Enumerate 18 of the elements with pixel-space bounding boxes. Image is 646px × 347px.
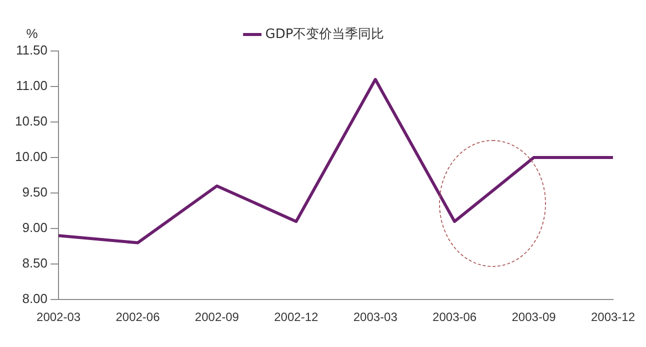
y-tick-label: 11.00	[16, 78, 48, 94]
x-tick-label: 2002-06	[116, 310, 160, 324]
x-tick-label: 2002-03	[36, 310, 81, 324]
legend-label: GDP不变价当季同比	[265, 26, 384, 42]
y-tick-label: 9.00	[22, 220, 48, 236]
y-tick-label: 10.00	[14, 149, 48, 164]
x-tick-label: 2002-12	[274, 310, 318, 324]
x-tick-label: 2003-06	[432, 310, 477, 324]
y-tick-label: 10.50	[14, 114, 48, 129]
y-tick-label: 8.00	[22, 291, 48, 306]
y-tick-label: 11.50	[16, 42, 48, 58]
x-tick-label: 2003-03	[353, 310, 398, 324]
y-tick-label: 8.50	[22, 256, 48, 271]
y-axis-title: %	[26, 26, 38, 42]
x-tick-label: 2002-09	[194, 310, 240, 324]
x-tick-label: 2003-12	[590, 310, 636, 324]
y-tick-label: 9.50	[22, 184, 48, 200]
x-tick-label: 2003-09	[512, 310, 556, 324]
